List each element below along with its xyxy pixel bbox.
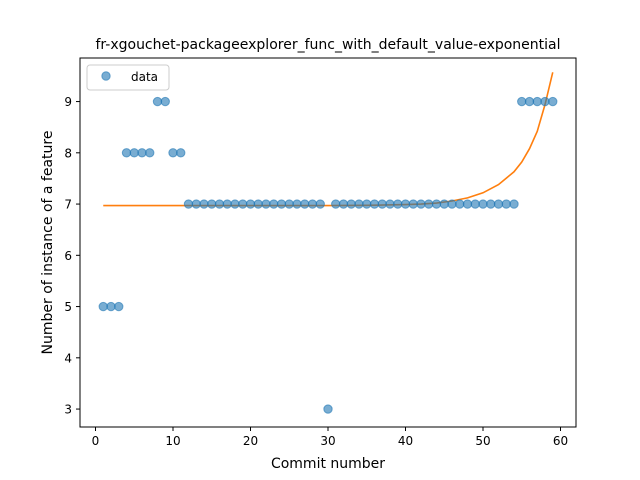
data-point — [129, 148, 139, 158]
data-point — [532, 96, 542, 107]
data-point — [478, 199, 488, 209]
x-tick-label: 40 — [398, 434, 413, 448]
x-tick-label: 30 — [320, 434, 335, 448]
data-point — [292, 199, 302, 209]
data-point — [269, 199, 279, 209]
data-point — [176, 148, 186, 158]
data-point — [346, 199, 356, 209]
x-axis-label: Commit number — [271, 456, 385, 472]
data-point — [408, 199, 418, 209]
data-point — [369, 199, 380, 209]
data-point — [261, 199, 271, 209]
legend-box — [86, 64, 170, 91]
x-tick-label: 60 — [553, 434, 568, 448]
data-point — [207, 199, 217, 209]
data-point — [276, 199, 287, 209]
x-tick-label: 10 — [165, 434, 180, 448]
legend: data — [86, 64, 170, 91]
data-point — [524, 96, 535, 107]
data-point — [385, 199, 395, 209]
data-point — [509, 199, 519, 209]
data-point — [315, 199, 325, 209]
data-point — [455, 199, 465, 209]
y-tick-label: 3 — [64, 403, 72, 417]
data-point — [377, 199, 387, 209]
data-point — [493, 199, 504, 209]
plot-frame — [79, 57, 577, 428]
data-point — [168, 148, 178, 158]
y-tick-label: 4 — [64, 351, 72, 365]
data-point — [323, 404, 333, 414]
data-point — [338, 199, 349, 209]
data-point — [191, 199, 201, 209]
data-point — [199, 199, 209, 209]
data-point — [114, 301, 124, 312]
data-point — [245, 199, 256, 209]
data-point — [540, 96, 550, 107]
data-point — [284, 199, 294, 209]
y-axis-label: Number of instance of a feature — [40, 131, 56, 355]
data-point — [121, 148, 132, 158]
y-tick-label: 6 — [64, 249, 72, 263]
data-point — [517, 96, 527, 107]
y-tick-label: 9 — [64, 95, 72, 109]
data-point — [98, 301, 108, 312]
y-tick-label: 7 — [64, 198, 72, 212]
data-point — [462, 199, 473, 209]
data-point — [183, 199, 194, 209]
data-point — [447, 199, 457, 209]
data-point — [400, 199, 411, 209]
data-point — [424, 199, 434, 209]
data-point — [307, 199, 318, 209]
x-tick-label: 20 — [243, 434, 258, 448]
data-point — [431, 199, 442, 209]
data-point — [354, 199, 364, 209]
data-point — [331, 199, 341, 209]
data-point — [393, 199, 403, 209]
data-point — [152, 96, 163, 107]
data-point — [362, 199, 372, 209]
data-point — [486, 199, 496, 209]
data-point — [548, 96, 558, 107]
data-point — [145, 148, 155, 158]
data-point — [238, 199, 248, 209]
data-point — [300, 199, 310, 209]
legend-label-data: data — [131, 70, 158, 84]
data-point — [106, 301, 116, 312]
data-point — [501, 199, 511, 209]
data-point — [160, 96, 170, 107]
data-point — [214, 199, 225, 209]
y-tick-label: 8 — [64, 146, 72, 160]
data-point — [253, 199, 263, 209]
data-point — [137, 148, 147, 158]
x-tick-label: 0 — [92, 434, 100, 448]
data-point — [416, 199, 426, 209]
y-tick-label: 5 — [64, 300, 72, 314]
data-point — [470, 199, 480, 209]
legend-marker-data — [101, 71, 111, 81]
chart-title: fr-xgouchet-packageexplorer_func_with_de… — [95, 37, 560, 53]
data-point — [439, 199, 449, 209]
plot-area — [80, 58, 576, 427]
data-point — [222, 199, 232, 209]
data-point — [230, 199, 240, 209]
x-tick-label: 50 — [475, 434, 490, 448]
